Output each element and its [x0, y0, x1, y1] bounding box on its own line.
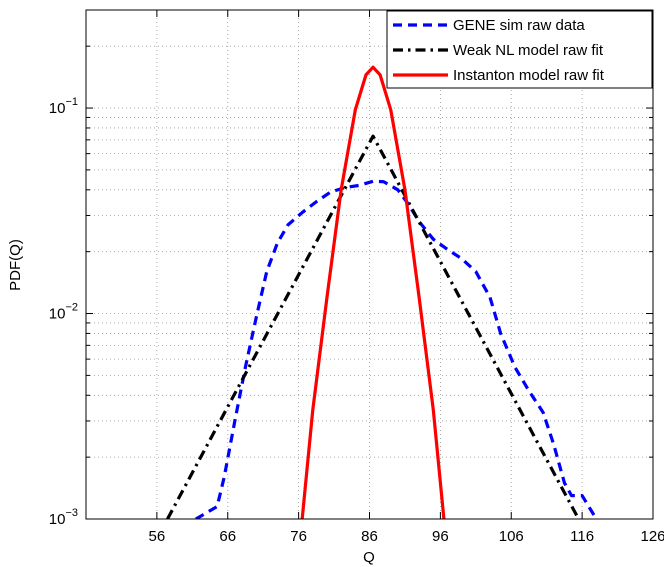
legend-label-3: Instanton model raw fit	[453, 67, 605, 84]
y-tick-label-exponent: −1	[65, 96, 78, 108]
y-tick-label-base: 10	[49, 306, 66, 323]
y-tick-label: 10−2	[49, 302, 78, 323]
x-tick-label: 56	[149, 528, 166, 545]
y-tick-label: 10−3	[49, 507, 78, 528]
x-tick-label: 76	[290, 528, 307, 545]
y-tick-label-exponent: −3	[65, 507, 78, 519]
x-tick-label: 106	[499, 528, 524, 545]
series-line-1	[195, 179, 598, 519]
x-tick-label: 126	[640, 528, 664, 545]
series-line-2	[166, 134, 580, 519]
y-tick-label-base: 10	[49, 100, 66, 117]
y-tick-label-exponent: −2	[65, 302, 78, 314]
series-layer	[166, 65, 598, 519]
series-line-3	[300, 65, 446, 519]
legend: GENE sim raw data Weak NL model raw fit In…	[386, 10, 653, 89]
legend-label-2: Weak NL model raw fit	[453, 42, 604, 59]
x-tick-label: 86	[361, 528, 378, 545]
x-tick-label: 96	[432, 528, 449, 545]
x-tick-label: 116	[570, 528, 594, 545]
x-tick-labels: 56 66 76 86 96 106 116 126	[149, 528, 664, 545]
y-axis-label: PDF(Q)	[7, 239, 24, 291]
y-tick-label-base: 10	[49, 511, 66, 528]
x-axis-label: Q	[363, 549, 375, 566]
ticks	[86, 9, 654, 520]
y-tick-label: 10−1	[49, 96, 78, 117]
x-tick-label: 66	[219, 528, 236, 545]
legend-label-1: GENE sim raw data	[453, 17, 585, 34]
y-tick-labels: 10−310−210−1	[49, 96, 78, 528]
